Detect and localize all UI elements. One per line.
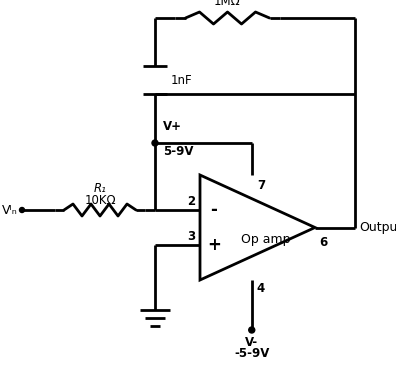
Text: Op amp: Op amp: [241, 233, 290, 246]
Text: V-: V-: [245, 336, 258, 349]
Text: 7: 7: [257, 179, 265, 192]
Text: 1nF: 1nF: [171, 73, 192, 87]
Circle shape: [152, 140, 158, 146]
Text: 4: 4: [257, 282, 265, 295]
Circle shape: [249, 327, 255, 333]
Text: 5-9V: 5-9V: [163, 145, 194, 158]
Text: 6: 6: [319, 235, 327, 249]
Text: -5-9V: -5-9V: [234, 347, 269, 360]
Text: Vᴵₙ: Vᴵₙ: [2, 204, 18, 216]
Text: Output: Output: [359, 221, 396, 234]
Text: R₁: R₁: [93, 181, 107, 195]
Text: 2: 2: [187, 195, 195, 208]
Text: 10KΩ: 10KΩ: [84, 193, 116, 207]
Circle shape: [19, 207, 25, 212]
Text: 3: 3: [187, 230, 195, 243]
Text: -: -: [211, 201, 217, 219]
Text: V+: V+: [163, 120, 182, 133]
Text: +: +: [207, 236, 221, 254]
Text: 1MΩ: 1MΩ: [214, 0, 241, 8]
